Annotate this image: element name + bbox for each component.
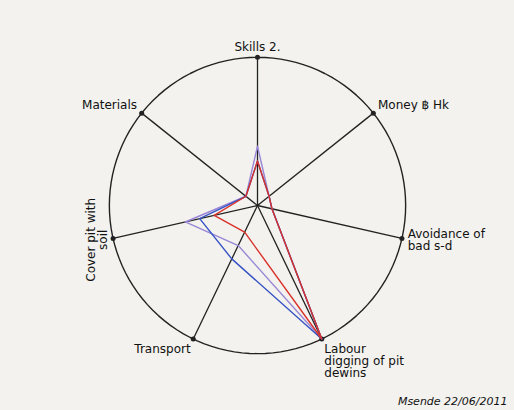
svg-text:Msende 22/06/2011: Msende 22/06/2011 xyxy=(398,395,508,408)
svg-text:Cover pit withsoil: Cover pit withsoil xyxy=(84,198,110,282)
svg-text:Materials: Materials xyxy=(82,98,137,112)
svg-text:Avoidance ofbad s-d: Avoidance ofbad s-d xyxy=(408,227,486,253)
svg-text:Transport: Transport xyxy=(133,342,191,356)
svg-text:Labourdigging of pitdewins: Labourdigging of pitdewins xyxy=(324,342,404,380)
svg-text:Money ฿ Hk: Money ฿ Hk xyxy=(378,98,449,112)
svg-text:Skills 2.: Skills 2. xyxy=(234,40,280,54)
